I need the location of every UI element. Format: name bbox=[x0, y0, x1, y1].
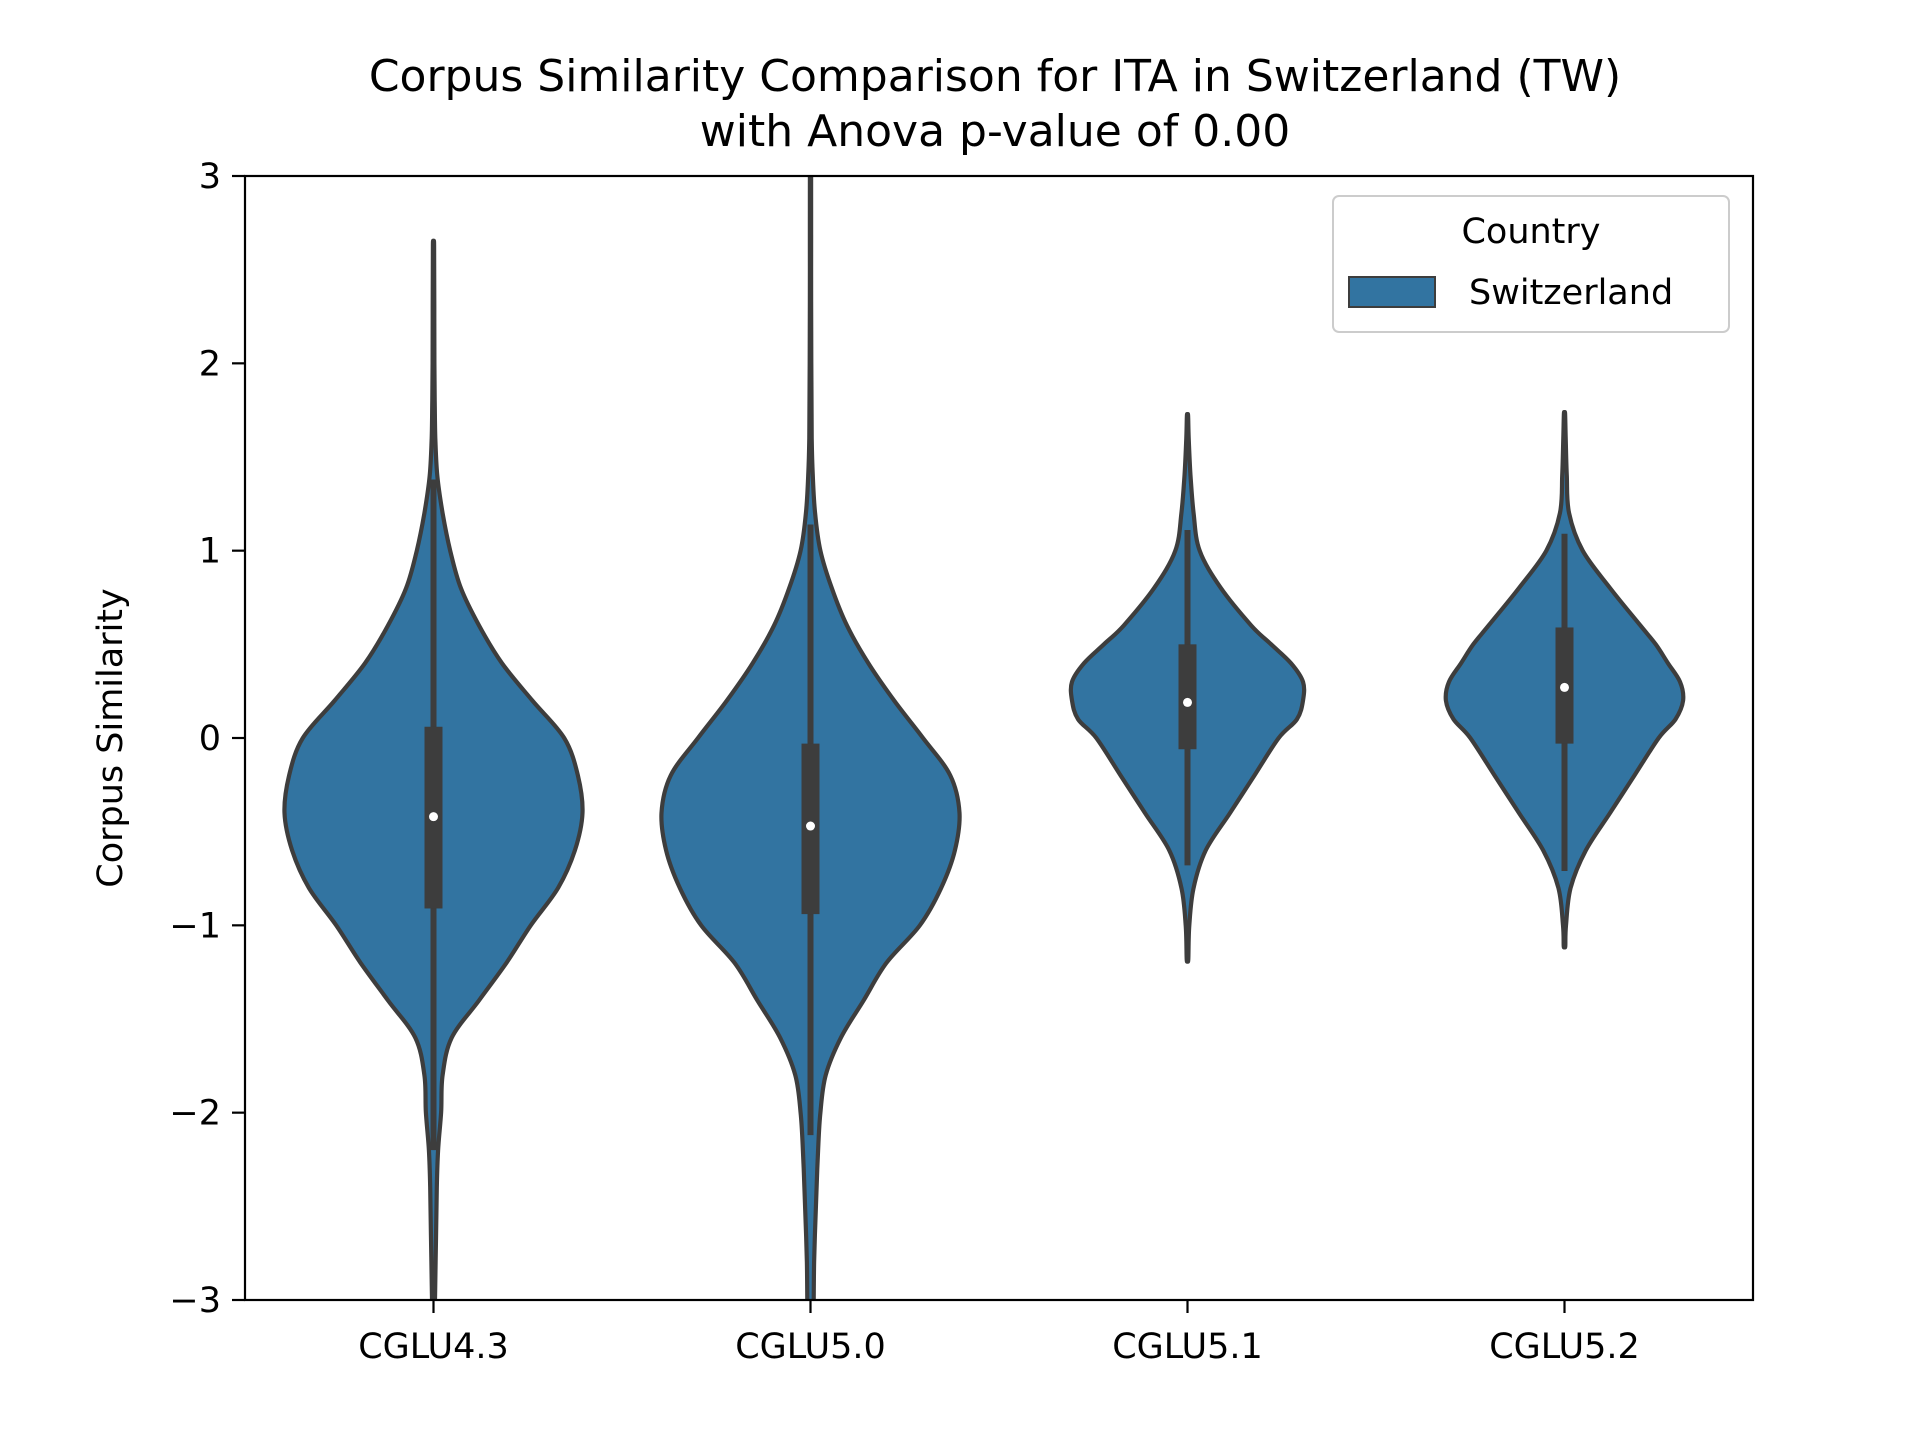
chart-title-line2: with Anova p-value of 0.00 bbox=[700, 106, 1290, 157]
y-tick-label: −2 bbox=[169, 1094, 221, 1134]
y-tick-label: 0 bbox=[199, 719, 221, 759]
violin-iqr-box-cglu5-1 bbox=[1178, 644, 1197, 750]
legend-title: Country bbox=[1461, 212, 1600, 252]
violin-median-cglu5-1 bbox=[1183, 697, 1192, 707]
x-axis: CGLU4.3 CGLU5.0 CGLU5.1 CGLU5.2 bbox=[358, 1300, 1640, 1367]
y-tick-label: −1 bbox=[169, 906, 221, 946]
legend-label-switzerland: Switzerland bbox=[1469, 273, 1673, 313]
chart-title-line1: Corpus Similarity Comparison for ITA in … bbox=[369, 51, 1621, 102]
y-axis: −3 −2 −1 0 1 2 3 bbox=[169, 157, 245, 1321]
violin-median-cglu5-2 bbox=[1560, 682, 1569, 692]
legend: Country Switzerland bbox=[1332, 195, 1730, 333]
y-tick-label: 2 bbox=[199, 344, 221, 384]
legend-swatch-switzerland bbox=[1348, 276, 1436, 308]
violin-median-cglu5-0 bbox=[806, 821, 815, 831]
x-tick-label-cglu5-0: CGLU5.0 bbox=[735, 1327, 886, 1367]
violins-group bbox=[282, 176, 1686, 1300]
x-tick-label-cglu4-3: CGLU4.3 bbox=[358, 1327, 509, 1367]
y-axis-label: Corpus Similarity bbox=[91, 588, 131, 887]
plot-frame bbox=[243, 174, 1755, 1302]
y-tick-label: 3 bbox=[199, 157, 221, 197]
y-tick-label: 1 bbox=[199, 532, 221, 572]
y-tick-label: −3 bbox=[169, 1281, 221, 1321]
x-tick-label-cglu5-1: CGLU5.1 bbox=[1112, 1327, 1263, 1367]
x-tick-label-cglu5-2: CGLU5.2 bbox=[1489, 1327, 1640, 1367]
violin-median-cglu4-3 bbox=[429, 812, 438, 822]
